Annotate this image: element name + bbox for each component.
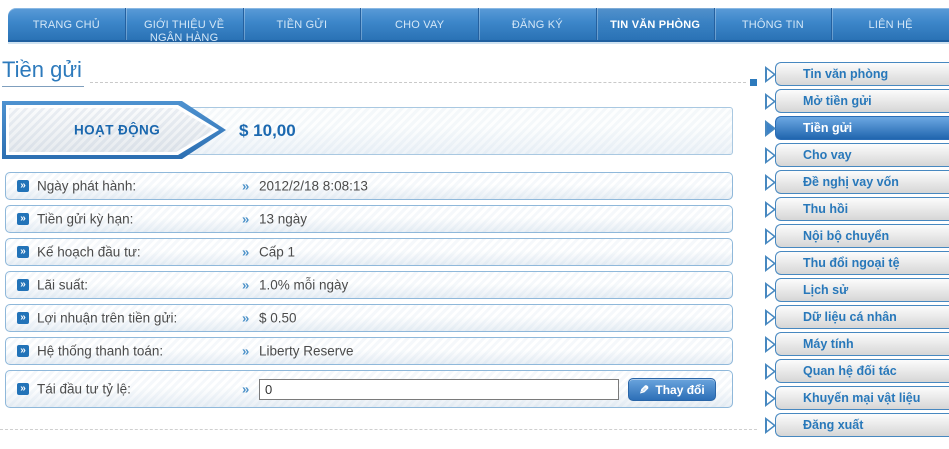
detail-row-reinvest-rate: » Tái đầu tư tỷ lệ: » ✎ Thay đổi: [5, 370, 733, 408]
row-label: Tái đầu tư tỷ lệ:: [37, 381, 131, 397]
chevron-marker-icon: »: [242, 381, 250, 397]
detail-row-payment-system: » Hệ thống thanh toán: » Liberty Reserve: [5, 337, 733, 365]
sidebar-item-thu-doi-ngoai-te[interactable]: Thu đổi ngoại tệ: [765, 251, 949, 275]
reinvest-rate-input[interactable]: [259, 379, 619, 400]
sidebar-item-label: Mở tiền gửi: [803, 94, 872, 108]
change-button[interactable]: ✎ Thay đổi: [628, 378, 716, 401]
title-divider: [89, 82, 746, 83]
arrow-tab-icon: [765, 336, 776, 353]
page-title: Tiền gửi: [2, 57, 84, 87]
arrow-bullet-icon: »: [17, 213, 29, 225]
sidebar-item-label: Đăng xuất: [803, 418, 864, 432]
sidebar-item-label: Lịch sử: [803, 283, 849, 297]
row-label: Tiền gửi kỳ hạn:: [37, 211, 134, 227]
status-arrow-banner: HOẠT ĐỘNG: [2, 101, 226, 159]
sidebar-item-label: Đề nghị vay vốn: [803, 175, 899, 189]
row-value: 2012/2/18 8:08:13: [259, 178, 368, 194]
chevron-marker-icon: »: [242, 178, 250, 194]
arrow-tab-icon: [765, 363, 776, 380]
nav-item-dang-ky[interactable]: ĐĂNG KÝ: [478, 8, 596, 40]
sidebar-item-cho-vay[interactable]: Cho vay: [765, 143, 949, 167]
arrow-tab-icon: [765, 309, 776, 326]
detail-row-profit: » Lợi nhuận trên tiền gửi: » $ 0.50: [5, 304, 733, 332]
arrow-bullet-icon: »: [17, 180, 29, 192]
row-label: Kế hoạch đầu tư:: [37, 244, 141, 260]
sidebar-item-label: Thu đổi ngoại tệ: [803, 256, 900, 270]
arrow-bullet-icon: »: [17, 383, 29, 395]
detail-row-issue-date: » Ngày phát hành: » 2012/2/18 8:08:13: [5, 172, 733, 200]
sidebar-item-quan-he-doi-tac[interactable]: Quan hệ đối tác: [765, 359, 949, 383]
title-row: Tiền gửi: [2, 57, 757, 87]
arrow-tab-icon: [765, 282, 776, 299]
sidebar-item-label: Cho vay: [803, 148, 852, 162]
row-label: Hệ thống thanh toán:: [37, 343, 164, 359]
nav-item-tin-van-phong[interactable]: TIN VĂN PHÒNG: [595, 8, 714, 40]
sidebar-item-label: Máy tính: [803, 337, 854, 351]
arrow-bullet-icon: »: [17, 246, 29, 258]
arrow-tab-icon: [765, 255, 776, 272]
arrow-tab-icon: [765, 66, 776, 83]
sidebar-item-tin-van-phong[interactable]: Tin văn phòng: [765, 62, 949, 86]
arrow-tab-icon: [765, 120, 776, 137]
sidebar-item-label: Khuyến mại vật liệu: [803, 391, 921, 405]
chevron-marker-icon: »: [242, 277, 250, 293]
detail-row-investment-plan: » Kế hoạch đầu tư: » Cấp 1: [5, 238, 733, 266]
row-value: 13 ngày: [259, 211, 308, 227]
sidebar-item-thu-hoi[interactable]: Thu hồi: [765, 197, 949, 221]
sidebar-item-label: Tiền gửi: [803, 121, 853, 135]
arrow-tab-icon: [765, 417, 776, 434]
row-value: 1.0% mỗi ngày: [259, 277, 349, 293]
sidebar-menu: Tin văn phòng Mở tiền gửi Tiền gửi Cho v…: [763, 62, 949, 440]
arrow-tab-icon: [765, 228, 776, 245]
row-value: Cấp 1: [259, 244, 296, 260]
sidebar-item-noi-bo-chuyen[interactable]: Nội bộ chuyển: [765, 224, 949, 248]
change-button-label: Thay đổi: [655, 382, 705, 397]
arrow-tab-icon: [765, 147, 776, 164]
nav-item-cho-vay[interactable]: CHO VAY: [360, 8, 478, 40]
sidebar-item-dang-xuat[interactable]: Đăng xuất: [765, 413, 949, 437]
status-label: HOẠT ĐỘNG: [74, 122, 161, 138]
sidebar-item-label: Dữ liệu cá nhân: [803, 310, 897, 324]
sidebar-item-de-nghi-vay-von[interactable]: Đề nghị vay vốn: [765, 170, 949, 194]
arrow-bullet-icon: »: [17, 345, 29, 357]
divider-end-square: [750, 79, 757, 86]
sidebar-item-label: Nội bộ chuyển: [803, 229, 890, 243]
detail-row-deposit-term: » Tiền gửi kỳ hạn: » 13 ngày: [5, 205, 733, 233]
row-label: Lợi nhuận trên tiền gửi:: [37, 310, 178, 326]
chevron-marker-icon: »: [242, 310, 250, 326]
detail-row-interest-rate: » Lãi suất: » 1.0% mỗi ngày: [5, 271, 733, 299]
chevron-marker-icon: »: [242, 211, 250, 227]
arrow-bullet-icon: »: [17, 279, 29, 291]
sidebar-item-label: Tin văn phòng: [803, 67, 889, 81]
sidebar-item-label: Quan hệ đối tác: [803, 364, 897, 378]
row-label: Ngày phát hành:: [37, 178, 137, 194]
nav-item-tien-gui[interactable]: TIỀN GỬI: [242, 8, 361, 40]
sidebar-item-du-lieu-ca-nhan[interactable]: Dữ liệu cá nhân: [765, 305, 949, 329]
nav-item-trang-chu[interactable]: TRANG CHỦ: [32, 19, 100, 31]
pencil-icon: ✎: [639, 382, 650, 397]
row-value: $ 0.50: [259, 310, 297, 326]
sidebar-item-may-tinh[interactable]: Máy tính: [765, 332, 949, 356]
sidebar-item-mo-tien-gui[interactable]: Mở tiền gửi: [765, 89, 949, 113]
row-value: Liberty Reserve: [259, 343, 354, 359]
chevron-marker-icon: »: [242, 343, 250, 359]
sidebar-item-tien-gui[interactable]: Tiền gửi: [765, 116, 949, 140]
nav-item-gioi-thieu-ve-ngan-hang[interactable]: GIỚI THIỆU VỀ NGÂN HÀNG: [124, 8, 243, 44]
chevron-marker-icon: »: [242, 244, 250, 260]
sidebar-item-label: Thu hồi: [803, 202, 849, 216]
nav-item-thong-tin[interactable]: THÔNG TIN: [713, 8, 832, 40]
arrow-tab-icon: [765, 174, 776, 191]
top-nav: TRANG CHỦ GIỚI THIỆU VỀ NGÂN HÀNG TIỀN G…: [8, 8, 949, 44]
arrow-fill: [9, 108, 214, 152]
arrow-tab-icon: [765, 93, 776, 110]
row-label: Lãi suất:: [37, 277, 89, 293]
sidebar-item-khuyen-mai-vat-lieu[interactable]: Khuyến mại vật liệu: [765, 386, 949, 410]
deposit-amount: $ 10,00: [239, 121, 296, 140]
sidebar-item-lich-su[interactable]: Lịch sử: [765, 278, 949, 302]
nav-item-lien-he[interactable]: LIÊN HỆ: [831, 8, 949, 40]
arrow-tab-icon: [765, 390, 776, 407]
arrow-tab-icon: [765, 201, 776, 218]
arrow-bullet-icon: »: [17, 312, 29, 324]
bottom-divider: [0, 429, 757, 430]
